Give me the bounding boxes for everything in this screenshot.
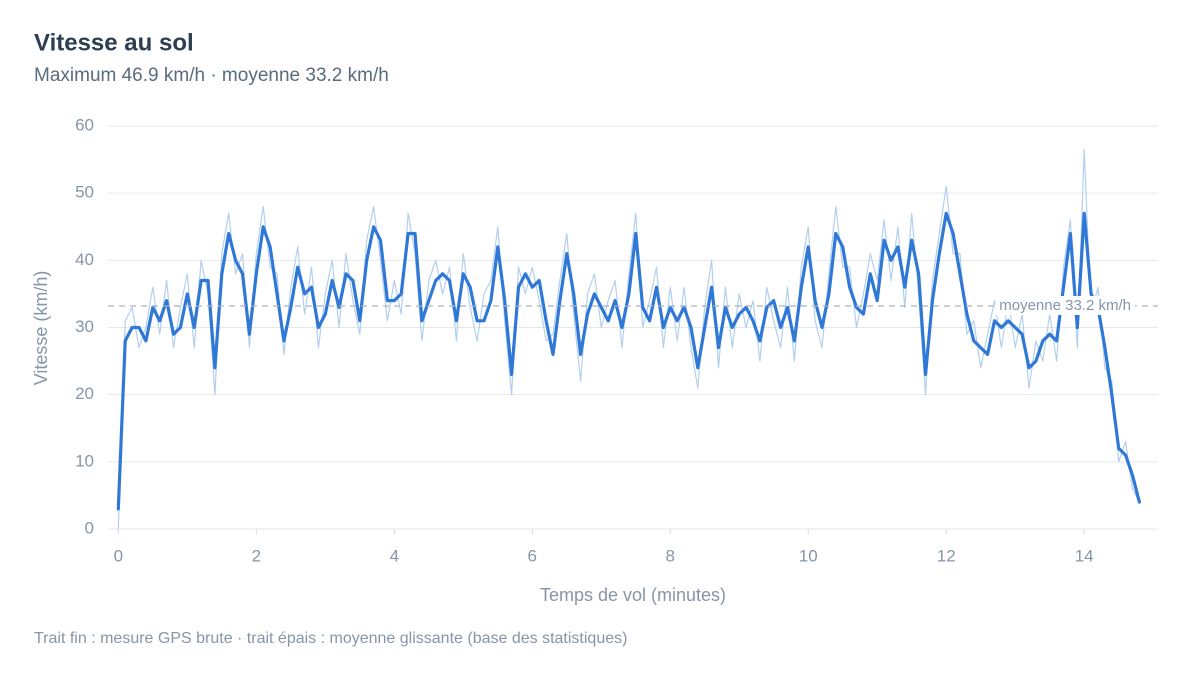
- mean-label: moyenne 33.2 km/h: [999, 297, 1131, 314]
- x-tick-label: 14: [1075, 546, 1094, 565]
- x-tick-label: 8: [666, 546, 675, 565]
- speed-line: [116, 211, 1141, 511]
- y-tick-label: 40: [75, 250, 94, 269]
- x-tick-label: 10: [799, 546, 818, 565]
- x-tick-label: 12: [937, 546, 956, 565]
- x-tick-label: 0: [114, 546, 123, 565]
- y-tick-label: 20: [75, 384, 94, 403]
- footnote: Trait fin : mesure GPS brute · trait épa…: [34, 630, 627, 647]
- y-tick-label: 10: [75, 451, 94, 470]
- x-axis-label: Temps de vol (minutes): [540, 585, 726, 605]
- chart-title: Vitesse au sol: [34, 29, 194, 56]
- y-tick-label: 30: [75, 317, 94, 336]
- y-tick-label: 50: [75, 183, 94, 202]
- y-tick-label: 60: [75, 115, 94, 134]
- x-tick-label: 6: [528, 546, 537, 565]
- chart-subtitle: Maximum 46.9 km/h · moyenne 33.2 km/h: [34, 65, 389, 86]
- x-tick-label: 4: [390, 546, 399, 565]
- y-tick-label: 0: [85, 518, 94, 537]
- mean-label-bg: [995, 295, 1135, 315]
- x-tick-label: 2: [252, 546, 261, 565]
- y-axis-label: Vitesse (km/h): [31, 271, 51, 386]
- speed-line: [117, 148, 1140, 530]
